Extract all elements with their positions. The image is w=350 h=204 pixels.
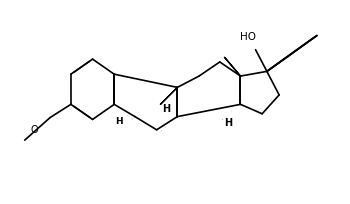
Polygon shape <box>224 57 240 76</box>
Text: O: O <box>30 125 38 135</box>
Text: HO: HO <box>240 31 256 41</box>
Text: H: H <box>162 104 170 114</box>
Polygon shape <box>160 87 177 104</box>
Text: H: H <box>115 117 123 126</box>
Text: H: H <box>224 118 232 128</box>
